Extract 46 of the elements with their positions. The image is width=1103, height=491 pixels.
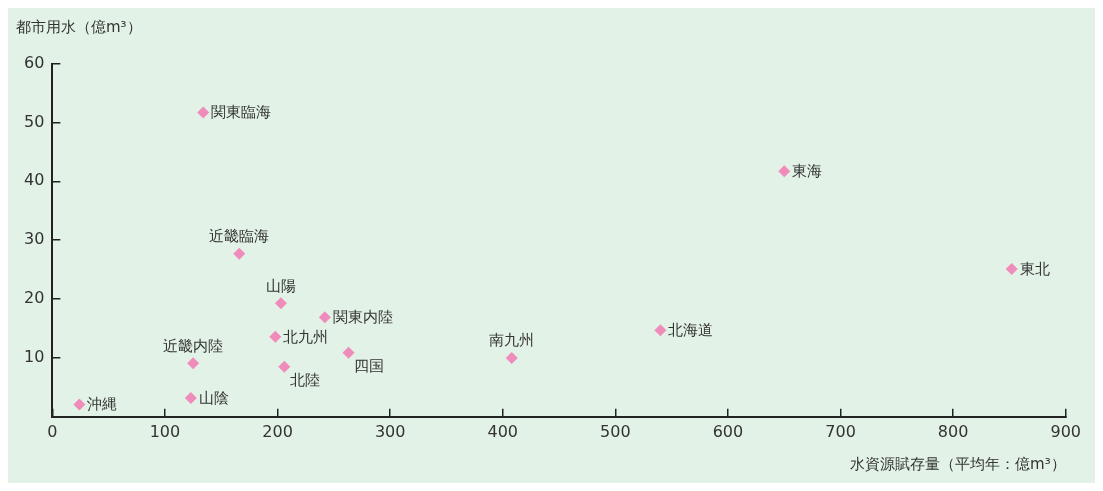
point (1005, 263, 1018, 276)
point (269, 330, 282, 343)
x-tick-label: 600 (712, 421, 744, 441)
x-tick-label: 400 (487, 421, 519, 441)
series-label: 関東内陸 (332, 308, 393, 327)
x-tick-label: 900 (1050, 421, 1081, 441)
x-tick-label: 700 (825, 421, 856, 441)
series-label: 近畿内陸 (163, 336, 224, 355)
series-label: 沖縄 (87, 395, 118, 414)
y-tick-label: 60 (24, 52, 45, 72)
series-label: 北陸 (290, 371, 321, 390)
y-axis-title: 都市用水（億m³） (16, 18, 142, 37)
y-tick-label: 30 (24, 229, 45, 249)
point (197, 106, 210, 119)
x-tick-label: 300 (374, 421, 406, 441)
x-tick-label: 200 (262, 421, 293, 441)
y-tick-label: 20 (24, 288, 45, 308)
point (278, 360, 291, 373)
series-label: 東北 (1019, 259, 1050, 278)
point (233, 247, 246, 260)
x-tick-label: 100 (149, 421, 181, 441)
x-axis-title: 水資源賦存量（平均年：億m³） (850, 454, 1066, 473)
y-tick-label: 40 (24, 170, 45, 190)
x-tick-label: 0 (47, 421, 58, 441)
series-label: 山陽 (265, 276, 296, 295)
series-label: 東海 (792, 162, 823, 181)
y-tick-label: 10 (24, 347, 45, 367)
y-tick-label: 50 (24, 111, 45, 131)
point (505, 351, 518, 364)
point (318, 311, 331, 324)
series-label: 北九州 (283, 327, 329, 346)
x-tick-label: 500 (600, 421, 631, 441)
point (274, 297, 287, 310)
series-label: 北海道 (668, 321, 714, 340)
series-label: 近畿臨海 (209, 227, 270, 246)
point (187, 357, 200, 370)
series-label: 四国 (354, 357, 385, 376)
x-tick-label: 800 (937, 421, 969, 441)
series-label: 関東臨海 (211, 103, 272, 122)
point (184, 391, 197, 404)
point (342, 346, 355, 359)
point (778, 165, 791, 178)
series-label: 山陰 (198, 388, 229, 407)
point (654, 324, 667, 337)
point (73, 398, 86, 411)
series-label: 南九州 (489, 331, 535, 350)
